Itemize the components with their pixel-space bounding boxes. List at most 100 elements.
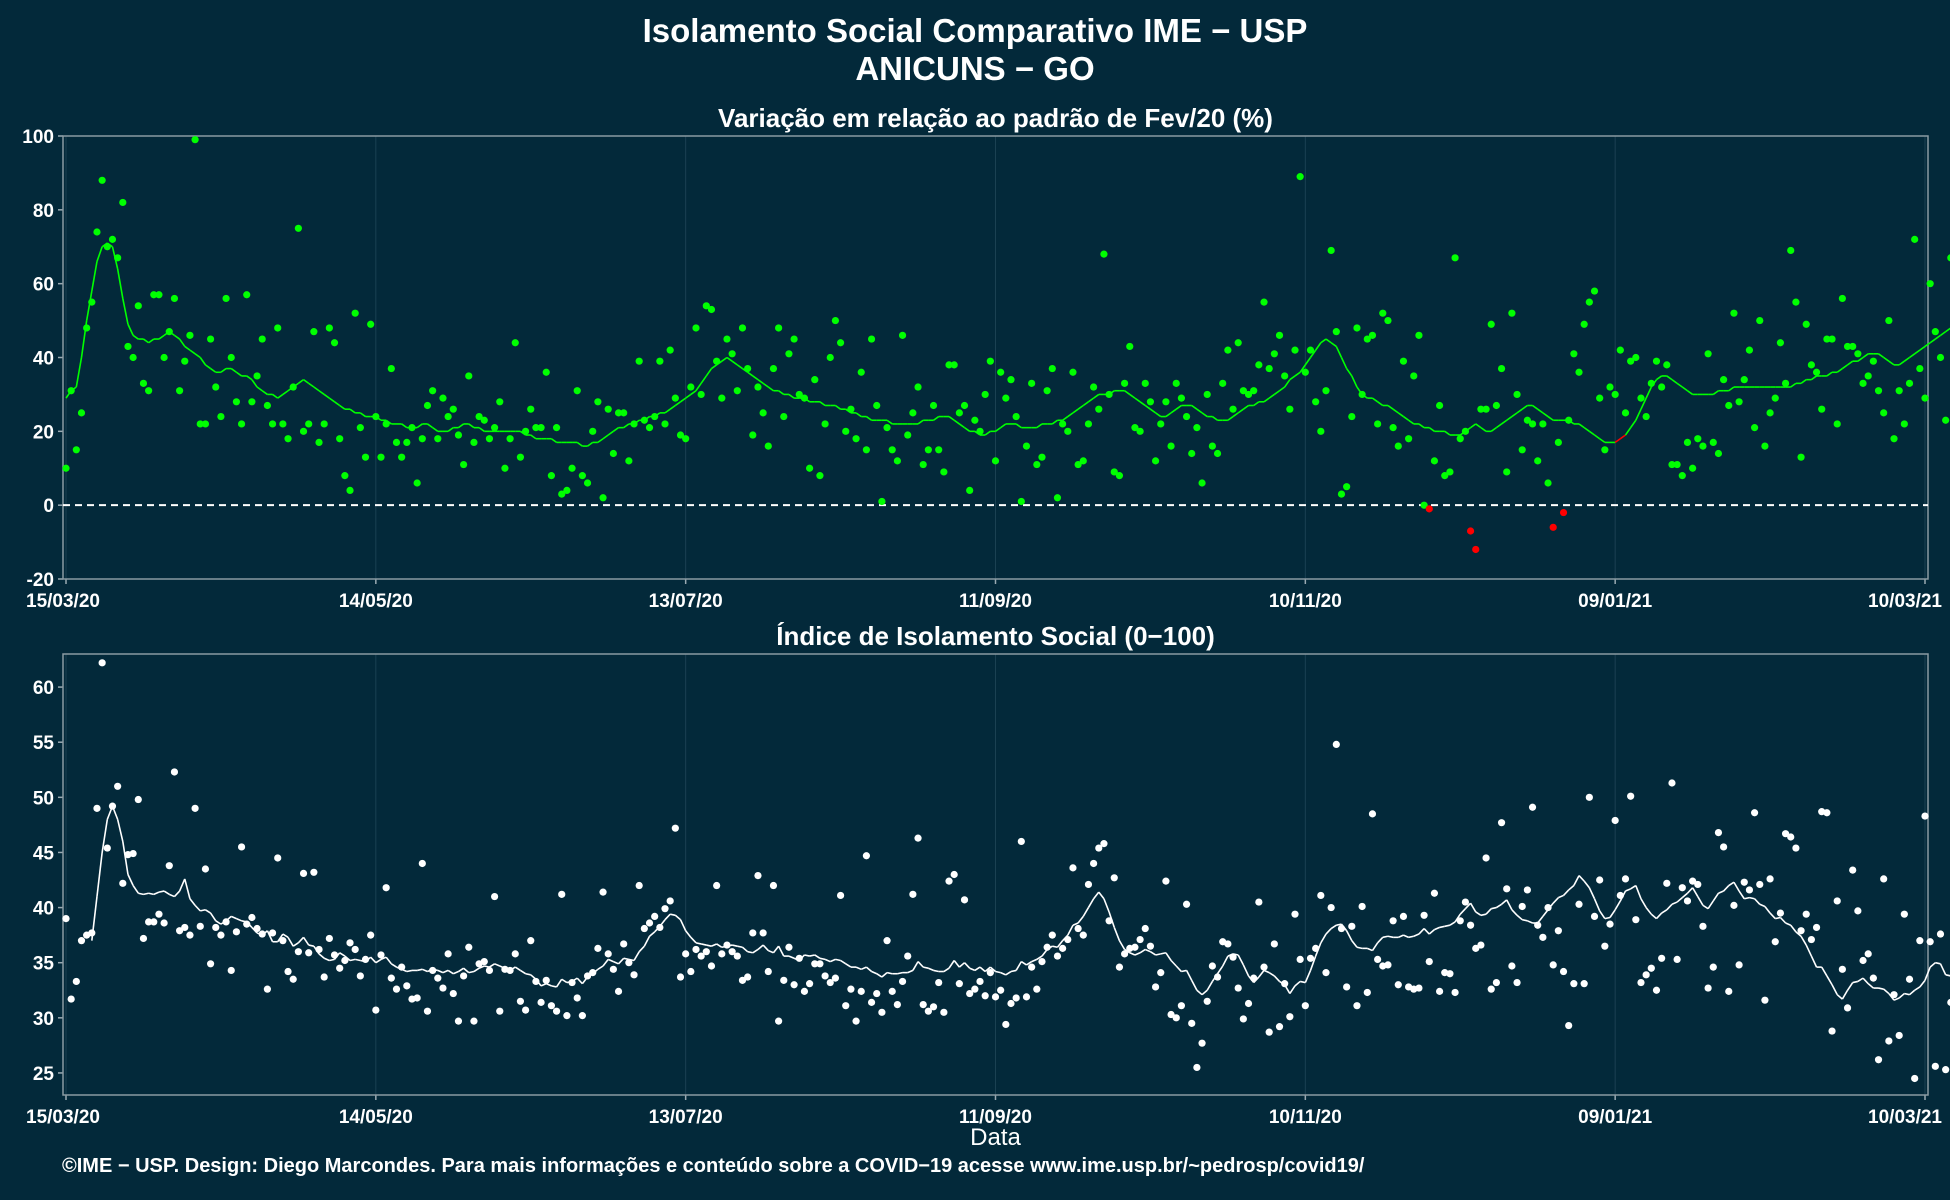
panel2-data-point [1368, 810, 1377, 818]
panel1-moving-average-segment [1444, 430, 1451, 436]
panel2-moving-average-segment [1330, 924, 1337, 930]
panel1-data-point [1523, 416, 1531, 424]
panel1-data-point [594, 398, 602, 406]
panel1-moving-average-segment [246, 375, 253, 381]
panel1-data-point [1244, 390, 1253, 399]
panel2-moving-average-segment [819, 957, 826, 961]
panel2-moving-average-segment [829, 958, 836, 963]
panel1-data-point [1632, 353, 1640, 362]
panel1-data-point [552, 424, 561, 432]
panel1-moving-average-segment [995, 426, 1002, 432]
panel1-data-point [485, 435, 494, 443]
panel1-data-point [1363, 335, 1371, 343]
panel2-data-point [945, 877, 953, 885]
panel2-moving-average-segment [370, 956, 377, 964]
panel1-data-point [1699, 442, 1707, 450]
panel1-data-point [1911, 235, 1919, 243]
panel1-data-point [702, 302, 710, 310]
panel2-data-point [336, 964, 344, 972]
panel2-moving-average-segment [132, 885, 139, 894]
panel2-moving-average-segment [1423, 927, 1430, 935]
panel1-data-point [940, 468, 948, 476]
panel2-moving-average-segment [1491, 906, 1497, 910]
panel1-moving-average-segment [158, 334, 165, 340]
panel1-data-point [1337, 490, 1346, 498]
panel2-moving-average-segment [1124, 948, 1131, 954]
panel1-moving-average-segment [886, 419, 893, 425]
panel1-data-point [1570, 350, 1578, 358]
panel2-moving-average-segment [153, 891, 160, 896]
panel1-x-tick-label: 14/05/20 [339, 591, 413, 612]
panel1-moving-average-segment [1470, 423, 1477, 429]
panel2-moving-average-segment [881, 972, 888, 978]
panel2-y-tick-label: 25 [33, 1064, 55, 1085]
panel1-data-point [320, 420, 328, 428]
panel2-data-point [738, 976, 747, 984]
panel2-moving-average-segment [1686, 887, 1694, 894]
panel1-moving-average-segment [1340, 357, 1348, 369]
panel1-moving-average-segment [1594, 434, 1601, 440]
panel2-moving-average-segment [777, 945, 785, 957]
panel1-moving-average-segment [711, 364, 718, 370]
panel2-data-point [873, 989, 881, 998]
panel2-x-tick-label: 15/03/20 [26, 1107, 100, 1128]
panel1-moving-average-segment [401, 423, 408, 429]
panel2-x-tick-label: 13/07/20 [649, 1107, 723, 1128]
panel1-moving-average-segment [1139, 401, 1146, 407]
panel2-data-point [1322, 969, 1330, 977]
panel1-data-point [1678, 472, 1686, 480]
panel2-data-point [826, 978, 834, 987]
panel2-moving-average-segment [1345, 930, 1353, 942]
panel2-moving-average-segment [1000, 971, 1007, 976]
panel1-x-tick-label: 15/03/20 [26, 591, 100, 612]
panel1-moving-average-segment [328, 397, 335, 403]
panel2-data-point [1528, 803, 1537, 811]
panel1-data-point [1322, 387, 1330, 395]
panel2-data-point [1090, 859, 1098, 868]
panel2-data-point [470, 1017, 478, 1025]
panel1-data-point [1296, 173, 1304, 181]
panel2-data-point [811, 960, 819, 968]
panel1-data-point [1590, 287, 1599, 295]
panel1-data-point [1343, 483, 1351, 491]
panel1-moving-average-segment [1929, 338, 1936, 344]
panel2-data-point [465, 943, 473, 951]
panel2-moving-average-segment [907, 969, 914, 974]
panel1-data-point [955, 409, 963, 417]
panel2-moving-average-segment [1681, 892, 1688, 899]
panel1-moving-average-segment [1191, 404, 1198, 410]
panel1-data-point [413, 479, 421, 487]
panel1-data-point [718, 394, 726, 402]
panel2-moving-average-segment [1583, 880, 1590, 889]
panel1-data-point [1709, 438, 1717, 447]
panel1-data-point [651, 412, 659, 421]
panel2-moving-average-segment [1222, 955, 1229, 967]
panel1-data-point [325, 324, 333, 332]
panel1-data-point [330, 339, 339, 347]
panel2-data-point [289, 975, 297, 983]
panel1-data-point [1869, 357, 1877, 365]
panel2-moving-average-segment [1650, 913, 1657, 920]
panel2-data-point [981, 992, 989, 1000]
panel2-moving-average-segment [1139, 948, 1146, 954]
panel1-data-point [759, 409, 767, 417]
panel2-data-point [1828, 1027, 1836, 1035]
panel2-moving-average-segment [643, 935, 651, 947]
panel2-data-point [1911, 1074, 1919, 1083]
panel1-moving-average-segment [1242, 404, 1249, 410]
panel2-data-point [1699, 922, 1707, 930]
panel2-data-point [1306, 954, 1315, 962]
panel2-data-point [1053, 952, 1062, 960]
panel2-data-point [893, 1000, 901, 1009]
panel2-data-point [139, 934, 148, 943]
panel2-data-point [1188, 1019, 1196, 1027]
panel2-moving-average-segment [685, 930, 692, 938]
panel1-data-point [1224, 346, 1232, 354]
panel1-data-point [1776, 339, 1785, 347]
panel2-data-point [1678, 884, 1686, 892]
panel1-title: Variação em relação ao padrão de Fev/20 … [718, 103, 1273, 133]
panel2-moving-average-segment [437, 969, 444, 974]
panel2-moving-average-segment [329, 958, 335, 962]
panel1-data-point [377, 453, 385, 461]
panel1-moving-average-segment [256, 386, 263, 392]
